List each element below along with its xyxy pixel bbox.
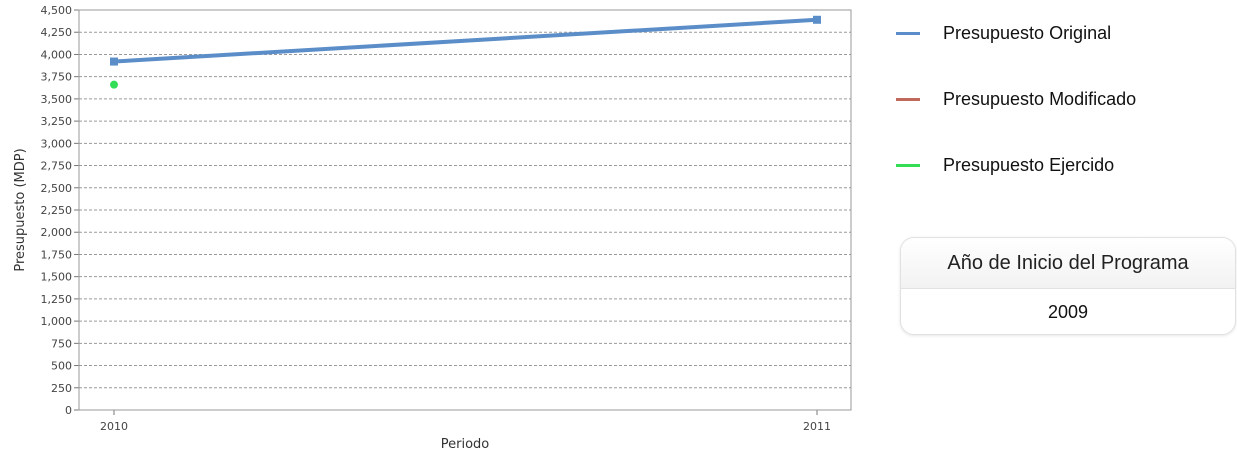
legend-swatch-original	[896, 32, 920, 35]
y-tick-label: 500	[51, 360, 72, 373]
legend-item-ejercido[interactable]: Presupuesto Ejercido	[893, 154, 1223, 220]
y-tick-label: 1,750	[41, 248, 73, 261]
y-axis-title: Presupuesto (MDP)	[13, 148, 28, 271]
data-point[interactable]	[813, 15, 821, 24]
y-tick-label: 3,250	[41, 115, 73, 128]
y-tick-label: 750	[51, 337, 72, 350]
grid-lines	[79, 31, 851, 389]
x-tick-label: 2010	[100, 420, 128, 433]
legend: Presupuesto Original Presupuesto Modific…	[893, 22, 1223, 220]
y-tick-label: 0	[65, 404, 72, 417]
legend-label-original: Presupuesto Original	[943, 23, 1112, 43]
y-tick-label: 1,250	[41, 293, 73, 306]
series-layer	[110, 15, 821, 89]
y-axis: 0 250 500 750 1,000 1,250 1,500 1,750 2,000 2,250…	[41, 4, 79, 417]
y-tick-label: 2,500	[41, 182, 73, 195]
y-tick-label: 2,750	[41, 160, 73, 173]
y-tick-label: 4,500	[41, 4, 73, 17]
program-start-card: Año de Inicio del Programa 2009	[900, 237, 1236, 335]
program-start-year: 2009	[1047, 302, 1089, 322]
y-tick-label: 2,250	[41, 204, 73, 217]
x-axis: 2010 2011	[100, 410, 831, 433]
legend-item-modificado[interactable]: Presupuesto Modificado	[893, 88, 1223, 154]
legend-swatch-modificado	[896, 98, 920, 101]
y-tick-label: 2,000	[41, 226, 73, 239]
legend-label-ejercido: Presupuesto Ejercido	[943, 155, 1115, 175]
program-start-title: Año de Inicio del Programa	[901, 238, 1235, 289]
y-tick-label: 4,250	[41, 26, 73, 39]
y-tick-label: 1,000	[41, 315, 73, 328]
x-tick-label: 2011	[803, 420, 831, 433]
chart: 0 250 500 750 1,000 1,250 1,500 1,750 2,000 2,250…	[13, 4, 852, 452]
x-axis-title: Periodo	[441, 437, 490, 452]
data-point[interactable]	[110, 57, 118, 66]
plot-area-frame	[78, 9, 852, 411]
legend-item-original[interactable]: Presupuesto Original	[893, 22, 1223, 88]
data-point[interactable]	[110, 80, 118, 89]
y-tick-label: 3,500	[41, 93, 73, 106]
legend-swatch-ejercido	[896, 164, 920, 167]
legend-label-modificado: Presupuesto Modificado	[943, 89, 1137, 109]
series-line-0	[113, 17, 818, 64]
y-tick-label: 3,000	[41, 137, 73, 150]
y-tick-label: 1,500	[41, 271, 73, 284]
y-tick-label: 250	[51, 382, 72, 395]
y-tick-label: 3,750	[41, 71, 73, 84]
y-tick-label: 4,000	[41, 48, 73, 61]
